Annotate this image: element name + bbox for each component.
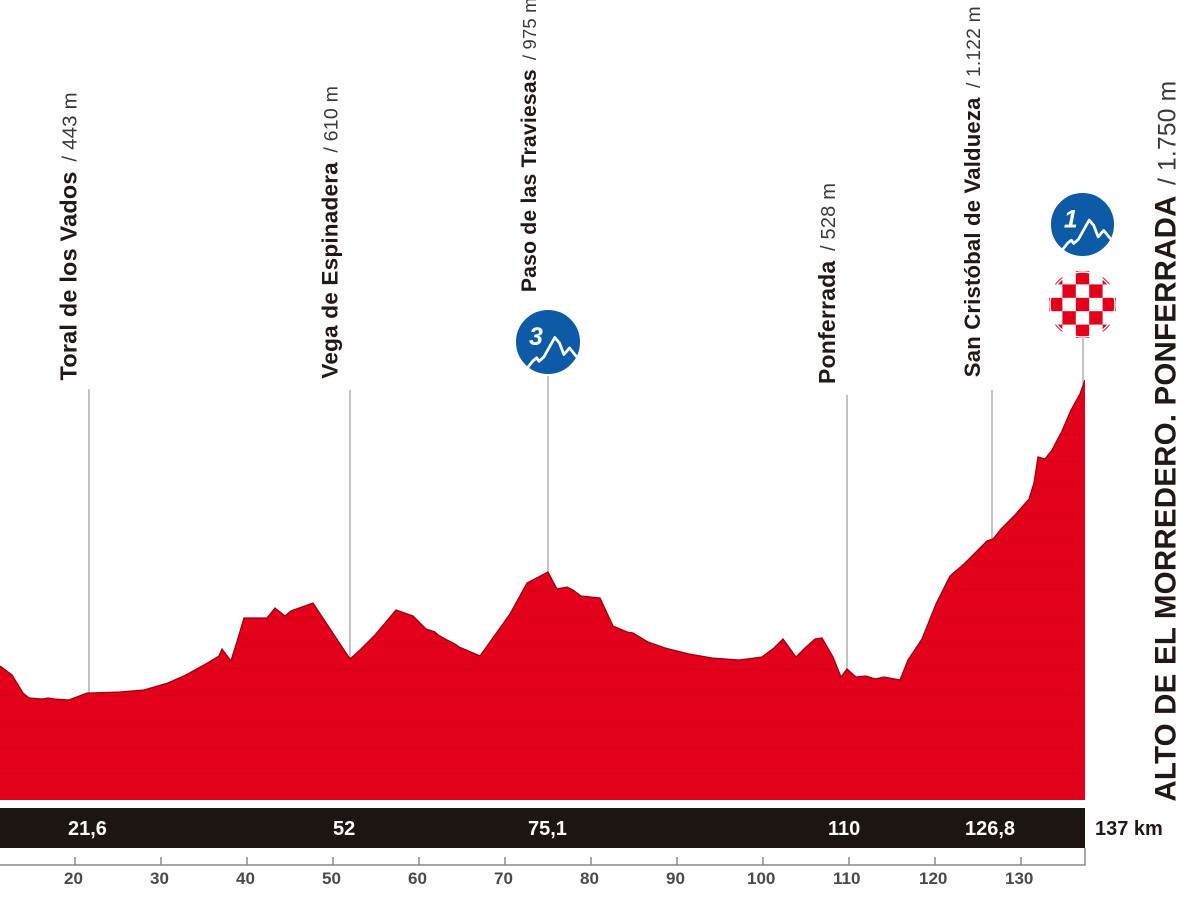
svg-text:1: 1 [1064, 206, 1078, 233]
svg-text:3: 3 [529, 323, 543, 351]
